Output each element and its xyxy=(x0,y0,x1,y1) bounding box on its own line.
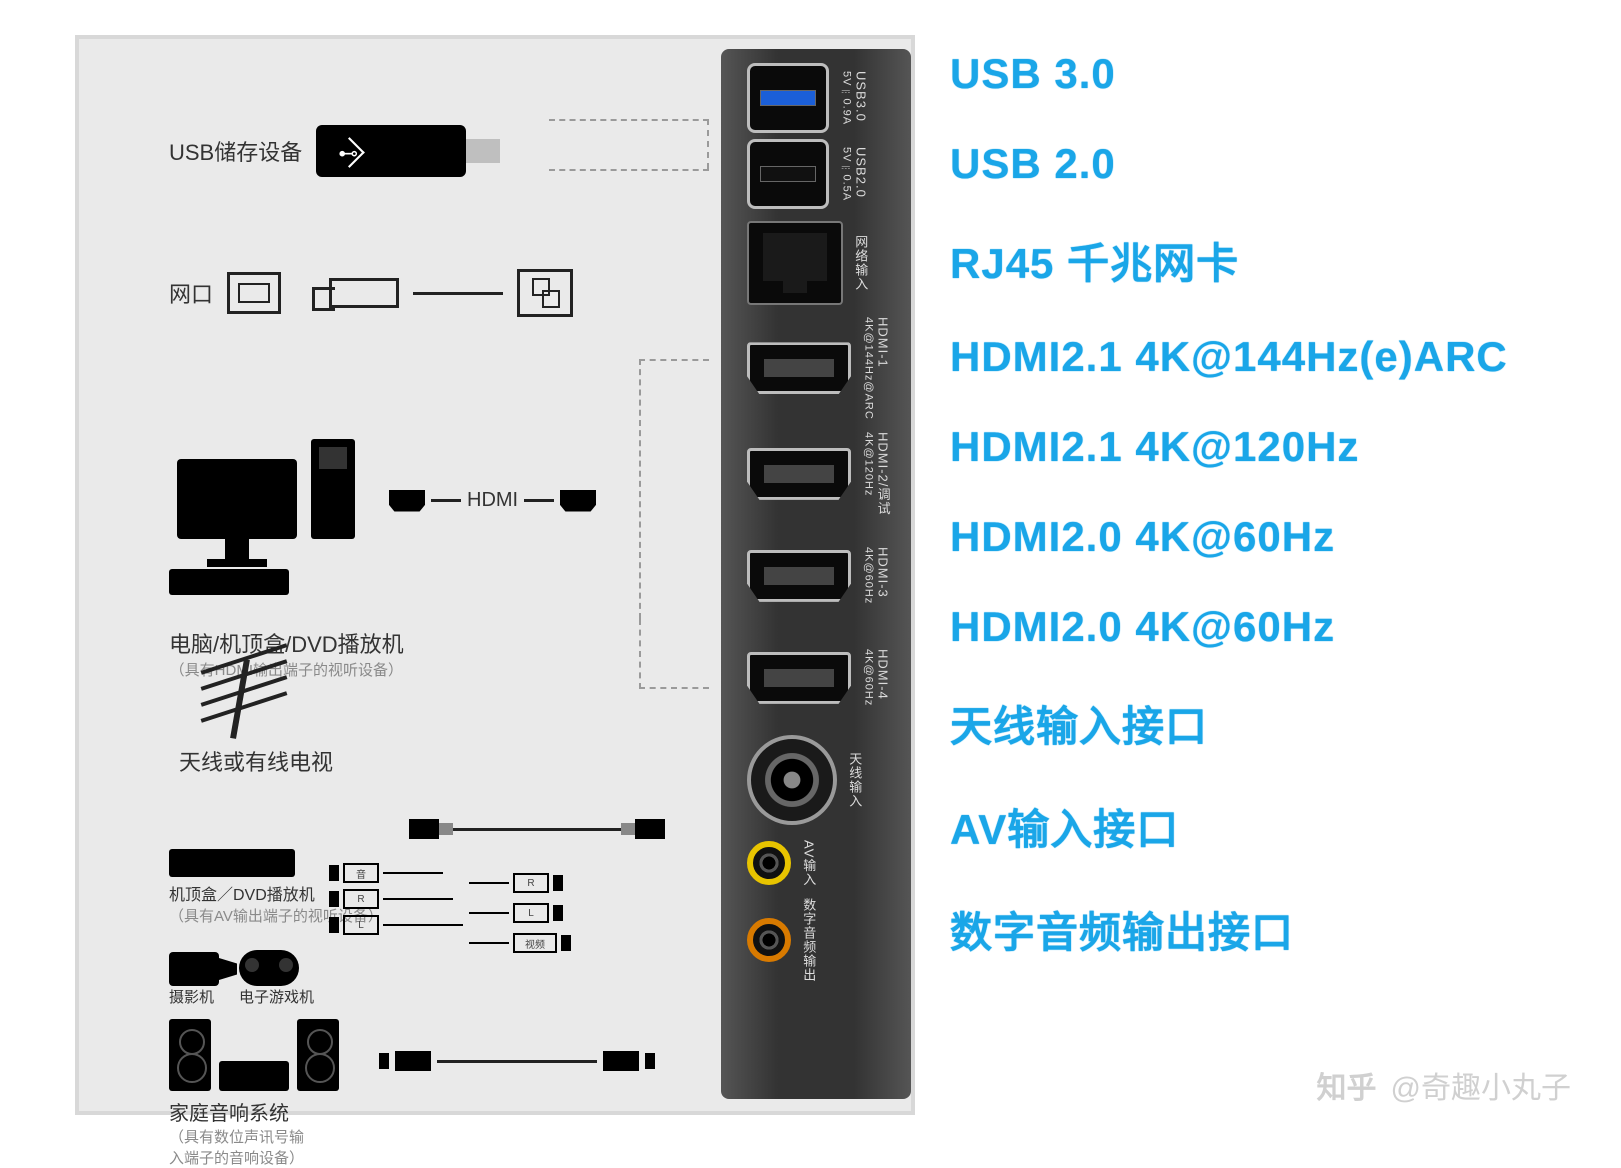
rlabel-usb20: USB 2.0 xyxy=(950,140,1590,188)
hdmi-icon xyxy=(747,550,851,602)
port-label: USB2.0 5V⎓0.5A xyxy=(839,147,868,201)
port-usb20: USB2.0 5V⎓0.5A xyxy=(721,139,911,209)
port-label: 网络输入 xyxy=(853,235,867,291)
rlabel-hdmi2: HDMI2.1 4K@120Hz xyxy=(950,423,1590,471)
connector-dash xyxy=(639,359,709,619)
hdmi-connector-icon xyxy=(560,490,596,512)
usb-drive-icon: ⊷ xyxy=(316,125,466,177)
rlabel-hdmi3: HDMI2.0 4K@60Hz xyxy=(950,513,1590,561)
port-hdmi1: HDMI-1 4K@144Hz@ARC xyxy=(721,317,911,420)
jack-yellow-icon xyxy=(747,841,791,885)
usb30-icon xyxy=(747,63,829,133)
gamepad-icon xyxy=(239,950,299,986)
port-label: USB3.0 5V⎓0.9A xyxy=(839,71,868,125)
rlabel-av: AV输入接口 xyxy=(950,796,1590,857)
hdmi-connector-icon xyxy=(389,490,425,512)
antenna-block: 天线或有线电视 xyxy=(179,629,333,777)
amp-icon xyxy=(219,1061,289,1091)
rca-tag: R xyxy=(343,889,379,909)
rj45-icon xyxy=(747,221,843,305)
audio-block: 家庭音响系统 （具有数位声讯号输 入端子的音响设备） xyxy=(169,1019,339,1168)
speaker-icon xyxy=(297,1019,339,1091)
port-usb30: USB3.0 5V⎓0.9A xyxy=(721,63,911,133)
port-av: AV输入 xyxy=(721,834,911,892)
diagram-container: USB3.0 5V⎓0.9A USB2.0 5V⎓0.5A 网络输入 HDMI-… xyxy=(75,35,915,1115)
hdmi-icon xyxy=(747,652,851,704)
audio-sub: （具有数位声讯号输 入端子的音响设备） xyxy=(169,1126,339,1168)
coax-plug-icon xyxy=(409,819,439,839)
rlabel-spdif: 数字音频输出接口 xyxy=(950,899,1590,960)
port-hdmi4: HDMI-4 4K@60Hz xyxy=(721,630,911,726)
speaker-icon xyxy=(169,1019,211,1091)
coax-plug-icon xyxy=(635,819,665,839)
antenna-icon xyxy=(179,629,299,739)
jack-orange-icon xyxy=(747,918,791,962)
right-label-column: USB 3.0 USB 2.0 RJ45 千兆网卡 HDMI2.1 4K@144… xyxy=(950,50,1590,960)
port-label: 数字音频输出 xyxy=(801,898,815,982)
rca-cables: 音 R L R L 视频 xyxy=(329,863,559,1003)
rlabel-rj45: RJ45 千兆网卡 xyxy=(950,230,1590,291)
port-label: AV输入 xyxy=(801,840,815,886)
hdmi-text: HDMI xyxy=(467,489,518,512)
coax-icon xyxy=(747,735,837,825)
monitor-icon xyxy=(177,459,297,539)
gamepad-label: 电子游戏机 xyxy=(239,986,314,1007)
rca-tag: 视频 xyxy=(513,933,557,953)
network-label: 网口 xyxy=(169,277,213,309)
connector-dash xyxy=(639,619,709,689)
device-column: USB储存设备 ⊷ 网口 电脑/机顶盒/DVD播放机 （具有HDMI输出端子的视… xyxy=(79,39,719,1111)
antenna-label: 天线或有线电视 xyxy=(179,745,333,777)
rlabel-hdmi4: HDMI2.0 4K@60Hz xyxy=(950,603,1590,651)
ethernet-plug-icon xyxy=(329,278,399,308)
usb-storage-row: USB储存设备 ⊷ xyxy=(169,125,466,177)
camcorder-label: 摄影机 xyxy=(169,986,219,1007)
usb-storage-label: USB储存设备 xyxy=(169,135,302,167)
rca-tag: L xyxy=(343,915,379,935)
connector-dash xyxy=(549,119,709,169)
hdmi-icon xyxy=(747,342,851,394)
rca-tag: L xyxy=(513,903,549,923)
settop-icon xyxy=(169,849,295,877)
rca-tag: 音 xyxy=(343,863,379,883)
port-label: HDMI-3 4K@60Hz xyxy=(861,547,890,604)
wall-jack-icon xyxy=(227,272,281,314)
port-rj45: 网络输入 xyxy=(721,215,911,311)
rlabel-antenna: 天线输入接口 xyxy=(950,693,1590,754)
port-spdif: 数字音频输出 xyxy=(721,898,911,982)
dvd-icon xyxy=(169,569,289,595)
audio-label: 家庭音响系统 xyxy=(169,1097,339,1126)
camcorder-icon xyxy=(169,952,219,986)
zhihu-logo: 知乎 xyxy=(1317,1063,1377,1107)
rca-tag: R xyxy=(513,873,549,893)
spdif-cable xyxy=(379,1051,655,1071)
usb20-icon xyxy=(747,139,829,209)
port-panel: USB3.0 5V⎓0.9A USB2.0 5V⎓0.5A 网络输入 HDMI-… xyxy=(721,49,911,1099)
port-hdmi2: HDMI-2/调试 4K@120Hz xyxy=(721,426,911,522)
port-label: HDMI-4 4K@60Hz xyxy=(861,649,890,706)
watermark-author: @奇趣小丸子 xyxy=(1391,1063,1571,1107)
hdmi-icon xyxy=(747,448,851,500)
hdmi-cable: HDMI xyxy=(389,489,596,512)
network-row: 网口 xyxy=(169,269,573,317)
rlabel-usb30: USB 3.0 xyxy=(950,50,1590,98)
pc-tower-icon xyxy=(311,439,355,539)
rlabel-hdmi1: HDMI2.1 4K@144Hz(e)ARC xyxy=(950,333,1590,381)
port-hdmi3: HDMI-3 4K@60Hz xyxy=(721,528,911,624)
coax-cable xyxy=(409,819,665,839)
port-label: HDMI-2/调试 4K@120Hz xyxy=(861,432,890,515)
connector-dash xyxy=(549,169,709,171)
port-antenna: 天线输入 xyxy=(721,732,911,828)
watermark: 知乎 @奇趣小丸子 xyxy=(1317,1063,1571,1107)
switch-icon xyxy=(517,269,573,317)
port-label: HDMI-1 4K@144Hz@ARC xyxy=(861,317,890,420)
port-label: 天线输入 xyxy=(847,752,861,808)
